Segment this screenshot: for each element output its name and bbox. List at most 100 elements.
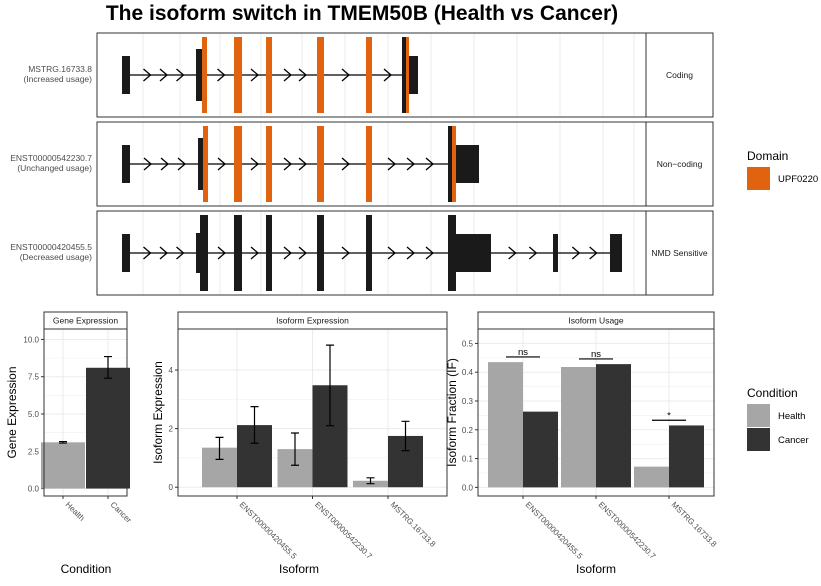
expression-panels: 0.0 2.5 5.0 7.5 10.0 Health Cancer Gene Express… xyxy=(5,311,719,576)
direction-chevron xyxy=(283,157,292,171)
transcript-structure-panel: Coding MSTRG.16733.8(Increased usage) Non−… xyxy=(10,32,714,296)
x-axis-title: Condition xyxy=(61,562,112,576)
exon xyxy=(402,37,406,113)
direction-chevron xyxy=(425,246,434,260)
category-label: NMD Sensitive xyxy=(651,248,707,258)
error-bar xyxy=(401,420,410,452)
panel-strip-label: Gene Expression xyxy=(53,316,118,326)
bar xyxy=(488,362,523,488)
x-tick-label: Health xyxy=(64,500,87,523)
panel-strip xyxy=(43,311,128,330)
y-tick-label: 5.0 xyxy=(28,410,40,419)
exon xyxy=(317,215,324,291)
exon xyxy=(196,233,200,273)
y-tick-label: 0.4 xyxy=(462,368,474,377)
y-tick-label: 2 xyxy=(169,425,174,434)
x-tick-label: ENST00000542230.7 xyxy=(313,500,374,561)
domain-exon xyxy=(203,126,208,202)
y-axis-title: Isoform Fraction (IF) xyxy=(445,358,459,467)
x-axis-title: Isoform xyxy=(279,562,319,576)
direction-chevron xyxy=(217,68,226,82)
category-strip xyxy=(645,121,714,207)
direction-chevron xyxy=(387,246,396,260)
exon xyxy=(456,234,491,272)
exon xyxy=(122,234,130,272)
bar xyxy=(561,367,596,488)
error-bar xyxy=(250,406,259,444)
bar-panel: 0.0 2.5 5.0 7.5 10.0 Health Cancer Gene Express… xyxy=(5,311,133,576)
direction-chevron xyxy=(383,68,392,82)
y-tick-label: 0.3 xyxy=(462,397,474,406)
exon xyxy=(122,145,130,183)
x-axis-title: Isoform xyxy=(576,562,616,576)
x-tick-label: MSTRG.16733.8 xyxy=(389,500,438,549)
direction-chevron xyxy=(341,68,350,82)
direction-chevron xyxy=(508,246,517,260)
y-axis-title: Isoform Expression xyxy=(151,361,165,464)
domain-exon xyxy=(266,37,272,113)
significance-label: ns xyxy=(591,349,601,360)
bar xyxy=(86,367,130,489)
direction-chevron xyxy=(143,246,152,260)
error-bar xyxy=(59,440,67,444)
exon xyxy=(234,215,242,291)
exon xyxy=(409,56,418,94)
y-tick-label: 0.2 xyxy=(462,426,474,435)
exon xyxy=(448,215,456,291)
x-tick-label: ENST00000420455.5 xyxy=(524,500,585,561)
y-tick-label: 0.0 xyxy=(462,483,474,492)
y-tick-label: 7.5 xyxy=(28,373,40,382)
direction-chevron xyxy=(298,157,307,171)
bar xyxy=(523,411,558,488)
bar xyxy=(41,442,85,489)
figure-title: The isoform switch in TMEM50B (Health vs… xyxy=(106,2,618,25)
direction-chevron xyxy=(159,246,168,260)
direction-chevron xyxy=(250,157,259,171)
significance-label: ns xyxy=(518,347,528,358)
direction-chevron xyxy=(387,157,396,171)
exon xyxy=(198,138,203,190)
bar xyxy=(634,466,669,488)
direction-chevron xyxy=(298,246,307,260)
domain-exon xyxy=(366,37,372,113)
exon xyxy=(366,215,372,291)
panel-strip xyxy=(477,311,715,330)
transcript-row: Coding MSTRG.16733.8(Increased usage) xyxy=(23,32,714,118)
exon xyxy=(266,215,272,291)
direction-chevron xyxy=(298,68,307,82)
panel-strip-label: Isoform Usage xyxy=(568,316,624,326)
condition-legend-label: Health xyxy=(778,411,805,422)
y-tick-label: 0 xyxy=(169,483,174,492)
direction-chevron xyxy=(425,157,434,171)
category-label: Coding xyxy=(666,70,693,80)
transcript-row: Non−coding ENST00000542230.7(Unchanged us… xyxy=(10,121,714,207)
error-bar xyxy=(366,477,375,485)
y-tick-label: 4 xyxy=(169,366,174,375)
direction-chevron xyxy=(159,68,168,82)
x-tick-label: ENST00000420455.5 xyxy=(238,500,299,561)
direction-chevron xyxy=(341,246,350,260)
exon xyxy=(610,234,622,272)
domain-legend-title: Domain xyxy=(747,149,788,163)
direction-chevron xyxy=(250,246,259,260)
y-tick-label: 0.0 xyxy=(28,485,40,494)
y-tick-label: 2.5 xyxy=(28,447,40,456)
direction-chevron xyxy=(176,246,185,260)
direction-chevron xyxy=(217,246,226,260)
panel-strip-label: Isoform Expression xyxy=(276,316,349,326)
direction-chevron xyxy=(217,157,226,171)
domain-legend-label: UPF0220 xyxy=(778,174,818,185)
exon xyxy=(456,145,479,183)
bar xyxy=(669,425,704,488)
domain-exon xyxy=(406,37,409,113)
domain-exon xyxy=(366,126,372,202)
direction-chevron xyxy=(571,246,581,260)
exon xyxy=(200,215,208,291)
domain-exon xyxy=(266,126,272,202)
transcript-row: NMD Sensitive ENST00000420455.5(Decreased… xyxy=(10,210,714,296)
direction-chevron xyxy=(160,157,169,171)
significance-label: * xyxy=(667,410,671,421)
error-bar xyxy=(326,344,334,427)
y-tick-label: 10.0 xyxy=(23,335,39,344)
